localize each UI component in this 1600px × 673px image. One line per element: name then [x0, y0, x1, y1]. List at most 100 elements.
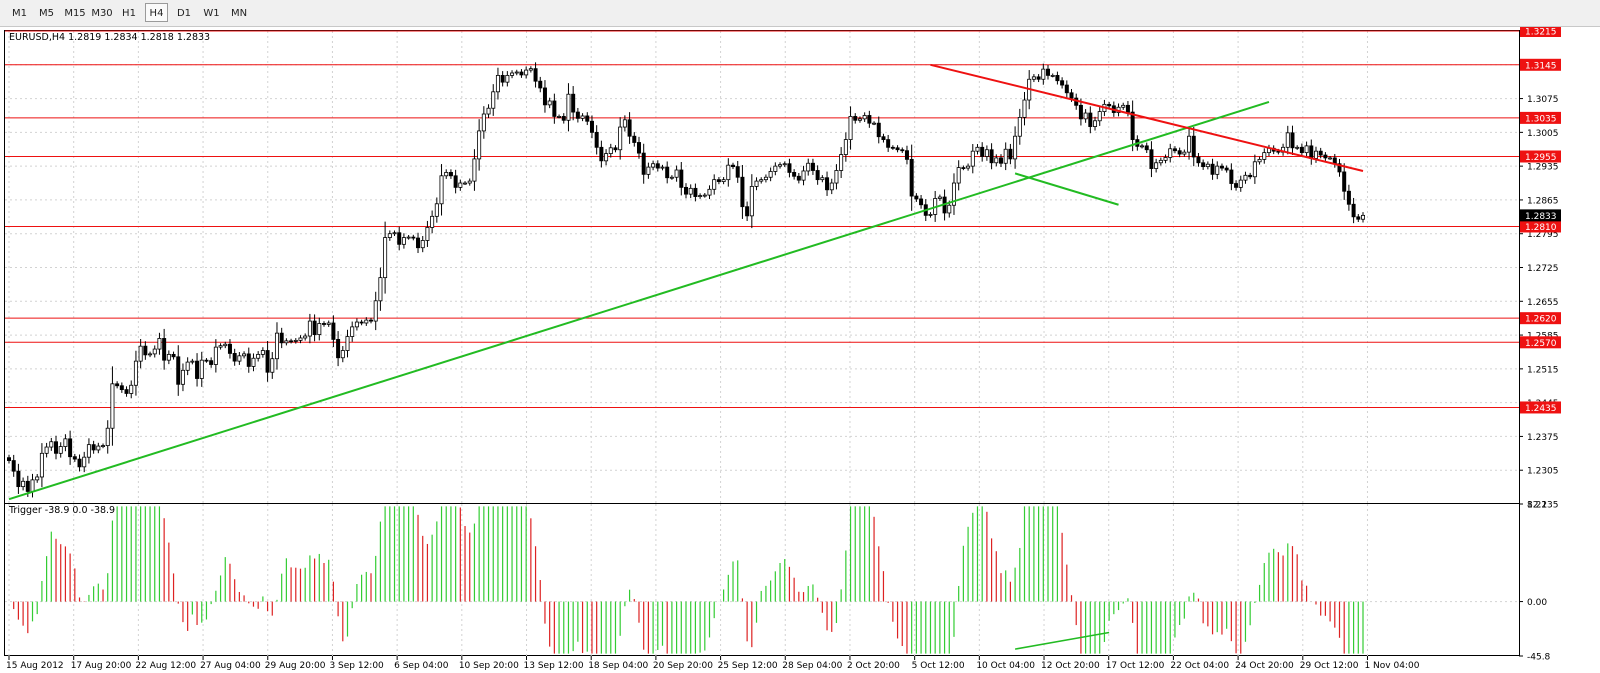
candle-bull — [180, 369, 185, 385]
timeframe-button-m1[interactable]: M1 — [12, 8, 27, 19]
candle-bear — [533, 68, 538, 82]
candle-bull — [773, 165, 778, 172]
time-axis: 15 Aug 2012 17 Aug 20:00 22 Aug 12:00 27 Au… — [6, 656, 1420, 671]
candle-bull — [721, 179, 726, 182]
trigger-histogram — [13, 506, 1364, 654]
candle-bear — [1149, 149, 1154, 169]
timeframe-button-m15[interactable]: M15 — [64, 8, 86, 19]
candle-bull — [86, 444, 91, 458]
candle-bear — [1125, 104, 1130, 113]
candle-bear — [1351, 203, 1356, 218]
candle-bear — [792, 172, 797, 177]
timeframe-button-m30[interactable]: M30 — [91, 8, 113, 19]
candle-bull — [566, 93, 571, 121]
candle-bull — [806, 162, 811, 172]
candle-bull — [49, 441, 54, 448]
candle-bear — [1088, 112, 1093, 127]
indicator-grid — [5, 504, 1519, 656]
x-tick-label: 29 Oct 12:00 — [1300, 661, 1359, 671]
candle-bear — [397, 232, 402, 245]
x-tick-label: 10 Oct 04:00 — [976, 661, 1035, 671]
candle-bear — [1008, 148, 1013, 160]
timeframe-button-m5[interactable]: M5 — [39, 8, 54, 19]
candle-bull — [303, 335, 308, 339]
candle-bull — [834, 170, 839, 184]
candle-bear — [11, 460, 16, 472]
candle-bull — [307, 320, 312, 337]
candle-bull — [430, 215, 435, 228]
candle-bull — [152, 348, 157, 355]
candle-bull — [698, 195, 703, 197]
candle-bull — [392, 232, 397, 235]
candle-bull — [1163, 157, 1168, 161]
candle-bull — [166, 353, 171, 361]
candle-bull — [622, 119, 627, 128]
level-price-badge — [1520, 336, 1561, 349]
candle-bear — [552, 100, 557, 117]
main-price-panel[interactable]: EURUSD,H4 1.2819 1.2834 1.2818 1.2833 — [4, 30, 1520, 505]
candle-bear — [1060, 80, 1065, 86]
candle-bull — [218, 345, 223, 348]
candle-bear — [904, 150, 909, 160]
indicator-tick-label: 82.1 — [1527, 501, 1547, 511]
candle-bear — [232, 353, 237, 362]
candle-bear — [143, 345, 148, 356]
timeframe-button-h1[interactable]: H1 — [122, 8, 136, 19]
candle-bear — [68, 438, 73, 458]
candle-bull — [63, 438, 68, 447]
timeframe-button-h4[interactable]: H4 — [145, 3, 168, 22]
candle-bull — [702, 194, 707, 197]
candle-bull — [970, 150, 975, 167]
x-tick-label: 12 Oct 20:00 — [1041, 661, 1100, 671]
candle-bull — [383, 237, 388, 279]
candle-bear — [1210, 163, 1215, 175]
price-axis: 1.22351.23051.23751.24451.25151.25851.26… — [1519, 27, 1561, 511]
candle-bull — [284, 340, 289, 344]
candle-bull — [829, 182, 834, 191]
timeframe-button-d1[interactable]: D1 — [176, 8, 192, 19]
candle-bear — [54, 441, 59, 454]
candle-bear — [1046, 68, 1051, 76]
x-tick-label: 3 Sep 12:00 — [329, 661, 384, 671]
candle-bull — [604, 153, 609, 162]
candle-bull — [58, 446, 63, 454]
candle-bull — [354, 321, 359, 328]
candle-bear — [124, 389, 129, 394]
candle-bull — [782, 163, 787, 166]
candle-bull — [298, 337, 303, 341]
candle-bear — [641, 152, 646, 175]
x-tick-label: 27 Aug 04:00 — [200, 661, 261, 671]
candle-bull — [749, 186, 754, 217]
candle-bull — [373, 300, 378, 322]
candle-bull — [406, 236, 411, 239]
candle-bear — [589, 120, 594, 133]
candle-bear — [679, 169, 684, 188]
trigger-indicator-panel[interactable]: Trigger -38.9 0.0 -38.9 — [4, 503, 1520, 657]
candle-bear — [815, 170, 820, 181]
candle-bull — [274, 332, 279, 360]
candle-bear — [1219, 165, 1224, 169]
candle-bull — [1243, 174, 1248, 181]
candle-bull — [110, 383, 115, 429]
y-tick-label: 1.2725 — [1527, 264, 1559, 274]
candle-bull — [401, 237, 406, 245]
x-tick-label: 10 Sep 20:00 — [459, 661, 519, 671]
candle-bull — [726, 164, 731, 181]
candle-bear — [876, 122, 881, 138]
candle-bull — [486, 107, 491, 115]
candle-bear — [716, 179, 721, 182]
timeframe-toolbar: M1 M5 M15 M30 H1 H4 D1 W1 MN — [0, 0, 1600, 27]
x-tick-label: 2 Oct 20:00 — [847, 661, 900, 671]
chart-area[interactable]: EURUSD,H4 1.2819 1.2834 1.2818 1.2833 1.… — [0, 27, 1600, 673]
candle-bull — [580, 115, 585, 119]
candle-bull — [1093, 120, 1098, 127]
candle-bull — [420, 240, 425, 249]
timeframe-button-mn[interactable]: MN — [230, 8, 248, 19]
candle-bear — [1078, 104, 1083, 120]
candle-bear — [919, 198, 924, 206]
candle-bull — [458, 182, 463, 188]
candle-bear — [1191, 135, 1196, 158]
timeframe-button-w1[interactable]: W1 — [203, 8, 220, 19]
candle-bear — [1346, 190, 1351, 205]
indicator-divergence-line — [1014, 631, 1110, 650]
